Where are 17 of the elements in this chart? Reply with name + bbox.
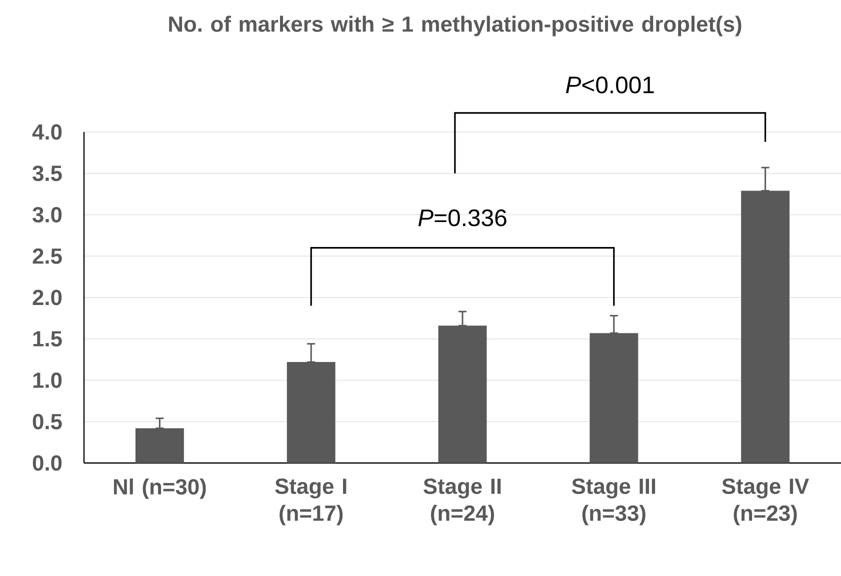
x-tick-label: Stage IV (n=23)	[722, 478, 809, 526]
y-tick-label: 0.0	[32, 455, 62, 471]
x-tick-label: Stage II (n=24)	[424, 478, 501, 526]
y-tick-label: 2.0	[32, 290, 62, 306]
y-tick-label: 1.5	[33, 331, 62, 347]
y-tick-label: 1.0	[33, 372, 62, 388]
y-tick-label: 4.0	[32, 124, 62, 140]
x-tick-label: Stage I (n=17)	[275, 478, 346, 526]
x-tick-label: Stage III (n=33)	[572, 478, 656, 526]
x-tick-label: Nl (n=30)	[114, 478, 206, 499]
text: P<0.001	[566, 76, 654, 94]
y-tick-label: 2.5	[32, 248, 62, 264]
annotation: P=0.336	[418, 209, 506, 226]
chart-title: No. of markers with ≥ 1 methylation-positive droplet(s)	[169, 16, 742, 36]
y-tick-label: 0.5	[32, 414, 62, 430]
y-tick-label: 3.5	[32, 166, 62, 182]
y-tick-label: 3.0	[32, 206, 62, 223]
